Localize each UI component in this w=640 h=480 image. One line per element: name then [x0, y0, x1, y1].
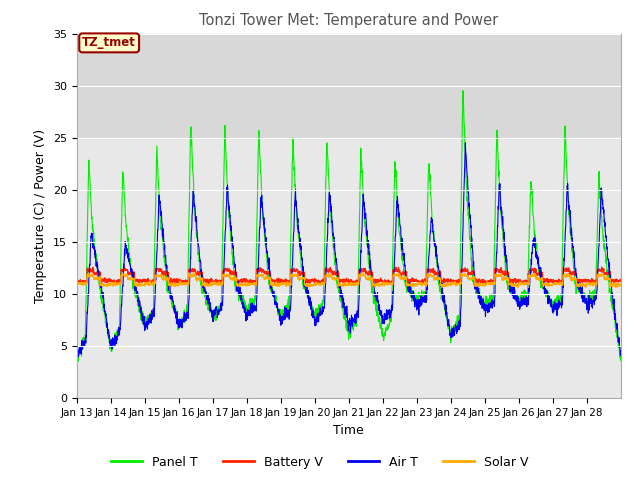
- Battery V: [617, 278, 625, 284]
- Line: Panel T: Panel T: [77, 91, 621, 361]
- Battery V: [543, 276, 551, 281]
- Solar V: [73, 281, 81, 287]
- Line: Solar V: Solar V: [77, 273, 621, 288]
- Bar: [77, 34, 621, 138]
- Panel T: [617, 358, 625, 364]
- Line: Battery V: Battery V: [77, 267, 621, 285]
- Panel T: [74, 359, 82, 364]
- Battery V: [598, 264, 605, 270]
- Line: Air T: Air T: [77, 143, 621, 357]
- Solar V: [127, 276, 135, 281]
- Solar V: [515, 285, 522, 290]
- Battery V: [610, 279, 618, 285]
- Panel T: [73, 354, 81, 360]
- Solar V: [544, 282, 552, 288]
- Air T: [73, 352, 81, 358]
- Solar V: [359, 270, 367, 276]
- X-axis label: Time: Time: [333, 424, 364, 437]
- Panel T: [459, 88, 467, 94]
- Y-axis label: Temperature (C) / Power (V): Temperature (C) / Power (V): [35, 129, 47, 303]
- Panel T: [544, 293, 552, 299]
- Air T: [381, 312, 389, 318]
- Solar V: [513, 283, 520, 289]
- Panel T: [127, 269, 135, 275]
- Battery V: [381, 278, 389, 284]
- Solar V: [244, 281, 252, 287]
- Legend: Panel T, Battery V, Air T, Solar V: Panel T, Battery V, Air T, Solar V: [106, 451, 534, 474]
- Air T: [461, 140, 469, 146]
- Battery V: [73, 277, 81, 283]
- Battery V: [277, 282, 285, 288]
- Solar V: [381, 281, 389, 287]
- Air T: [245, 312, 253, 318]
- Air T: [513, 293, 521, 299]
- Panel T: [610, 308, 618, 314]
- Air T: [544, 294, 552, 300]
- Air T: [74, 354, 81, 360]
- Panel T: [245, 302, 253, 308]
- Air T: [610, 297, 618, 302]
- Text: TZ_tmet: TZ_tmet: [82, 36, 136, 49]
- Panel T: [381, 329, 389, 335]
- Solar V: [617, 282, 625, 288]
- Battery V: [244, 279, 252, 285]
- Panel T: [513, 297, 521, 303]
- Battery V: [127, 269, 135, 275]
- Title: Tonzi Tower Met: Temperature and Power: Tonzi Tower Met: Temperature and Power: [199, 13, 499, 28]
- Solar V: [610, 280, 618, 286]
- Battery V: [513, 277, 520, 283]
- Air T: [617, 348, 625, 354]
- Air T: [127, 265, 135, 271]
